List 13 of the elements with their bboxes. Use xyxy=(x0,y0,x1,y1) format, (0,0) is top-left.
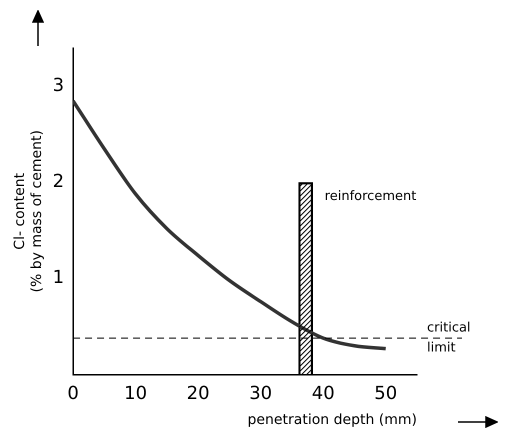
x-tick-label: 0 xyxy=(67,383,79,404)
x-tick-label: 50 xyxy=(374,383,398,404)
y-tick-label: 2 xyxy=(52,171,64,192)
x-tick-label: 20 xyxy=(186,383,210,404)
y-axis-title: Cl- content (% by mass of cement) xyxy=(12,130,45,293)
legend-label: reinforcement xyxy=(324,188,416,204)
x-tick-label: 10 xyxy=(124,383,148,404)
x-tick-label: 30 xyxy=(249,383,272,404)
x-axis-title: penetration depth (mm) xyxy=(248,412,417,428)
y-tick-label: 3 xyxy=(52,75,64,96)
y-tick-label: 1 xyxy=(52,267,64,288)
x-tick-label: 40 xyxy=(312,383,335,404)
ref-line-label: critical limit xyxy=(427,320,471,356)
